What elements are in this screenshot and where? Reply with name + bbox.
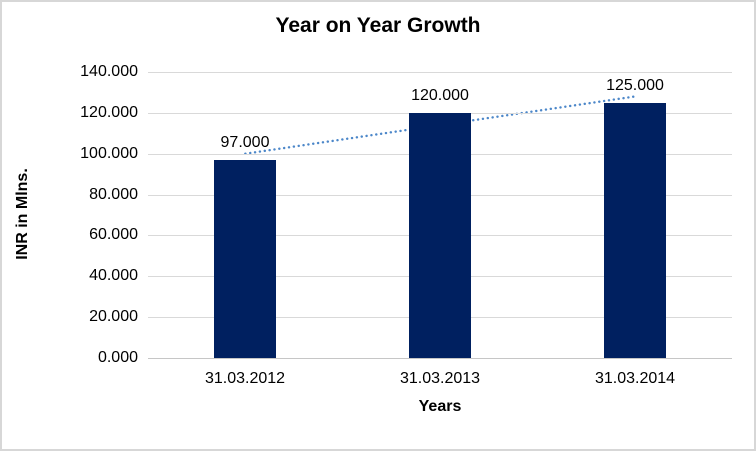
x-axis-line [148,358,732,359]
x-tick-label: 31.03.2013 [399,370,481,387]
bar [409,113,471,358]
y-tick-label: 140.000 [80,63,138,80]
y-tick-label: 20.000 [89,308,138,325]
x-axis-title: Years [418,398,462,415]
bar [604,103,666,358]
x-tick-label: 31.03.2014 [594,370,676,387]
x-tick-label: 31.03.2012 [204,370,286,387]
gridline [148,72,732,73]
data-label: 125.000 [606,77,664,94]
y-tick-label: 0.000 [97,349,138,366]
y-tick-label: 120.000 [80,104,138,121]
y-tick-label: 60.000 [89,226,138,243]
bar [214,160,276,358]
y-tick-label: 40.000 [89,267,138,284]
y-axis-title: INR in Mlns. [14,168,31,260]
y-tick-label: 80.000 [89,186,138,203]
data-label: 97.000 [220,134,270,151]
y-tick-label: 100.000 [80,145,138,162]
data-label: 120.000 [411,87,469,104]
chart-title: Year on Year Growth [275,14,481,37]
